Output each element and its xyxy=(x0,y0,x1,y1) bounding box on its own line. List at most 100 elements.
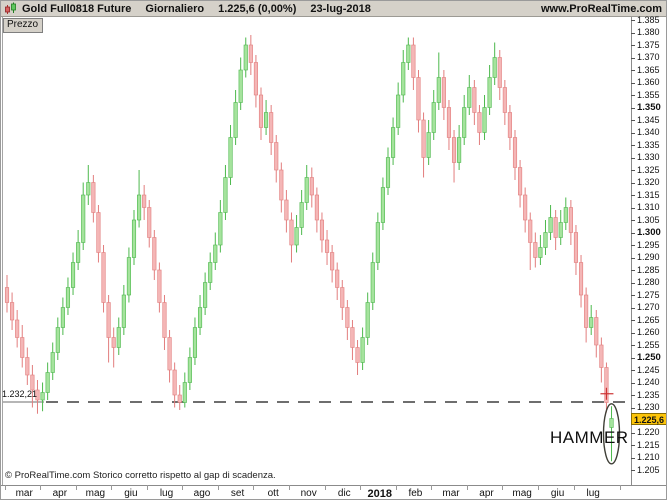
price-axis-tick xyxy=(631,295,635,296)
price-axis-tick xyxy=(631,320,635,321)
price-axis-label: 1.365 xyxy=(637,64,660,75)
candle-body xyxy=(233,102,238,138)
price-axis-tick xyxy=(631,307,635,309)
candle-body xyxy=(553,217,558,238)
price-axis-label: 1.345 xyxy=(637,114,660,125)
candle-body xyxy=(446,107,452,138)
month-label: mag xyxy=(85,488,106,499)
month-tick xyxy=(4,485,6,490)
candle-body xyxy=(309,177,314,196)
price-axis-tick xyxy=(631,370,635,371)
price-axis-tick xyxy=(631,195,635,196)
chart-area[interactable]: Prezzo 1.232,21 HAMMER © ProRealTime.com… xyxy=(1,15,667,500)
month-label: mar xyxy=(15,488,33,499)
candle-body xyxy=(507,112,512,138)
month-tick xyxy=(502,485,504,490)
candle-body xyxy=(502,87,507,113)
candle-body xyxy=(182,382,187,403)
month-tick xyxy=(537,485,539,490)
price-axis-tick xyxy=(631,207,635,209)
candle-body xyxy=(401,62,406,96)
candle-body xyxy=(192,327,198,358)
candle-body xyxy=(4,287,10,303)
price-axis-tick xyxy=(631,245,635,246)
candle-body xyxy=(177,394,182,403)
candle-body xyxy=(558,222,563,238)
candle-body xyxy=(314,194,319,221)
candle-body xyxy=(609,418,614,428)
candle-body xyxy=(573,232,579,263)
price-axis-tick xyxy=(631,232,635,234)
price-axis-label: 1.300 xyxy=(637,227,661,238)
price-axis-label: 1.275 xyxy=(637,289,660,300)
candle-body xyxy=(65,287,71,308)
price-axis-tick xyxy=(631,157,635,159)
candle-body xyxy=(396,94,401,128)
candle-body xyxy=(15,319,20,338)
candle-body xyxy=(594,317,599,346)
price-axis-label: 1.315 xyxy=(637,189,660,200)
price-axis-tick xyxy=(631,357,635,359)
candle-body xyxy=(406,44,411,63)
candle-body xyxy=(487,77,492,108)
candle-body xyxy=(55,327,60,353)
price-axis-label: 1.325 xyxy=(637,164,660,175)
price-axis-label: 1.220 xyxy=(637,427,660,437)
candle-body xyxy=(543,232,548,248)
plot-left-border xyxy=(2,17,3,485)
price-axis-label: 1.360 xyxy=(637,77,660,87)
candle-body xyxy=(457,137,462,163)
candle-body xyxy=(81,194,86,243)
candle-body xyxy=(40,392,45,401)
price-axis-label: 1.370 xyxy=(637,52,660,62)
candle-body xyxy=(492,57,497,78)
price-axis-label: 1.280 xyxy=(637,277,660,287)
month-tick xyxy=(146,485,148,490)
candle-body xyxy=(467,87,472,108)
candle-body xyxy=(578,262,584,296)
candle-body xyxy=(289,219,294,246)
price-axis-label: 1.340 xyxy=(637,127,660,137)
candle-body xyxy=(197,307,203,328)
candle-body xyxy=(167,337,172,371)
price-axis-label: 1.330 xyxy=(637,152,660,162)
price-axis-separator xyxy=(631,17,632,485)
candle-body xyxy=(360,337,365,363)
month-tick xyxy=(466,485,468,490)
price-axis-tick xyxy=(631,257,635,259)
hammer-annotation-text: HAMMER xyxy=(550,428,629,447)
month-tick xyxy=(253,485,255,490)
price-axis-tick xyxy=(631,457,635,459)
month-label: ago xyxy=(193,488,211,499)
price-axis-label: 1.210 xyxy=(637,452,660,462)
candle-body xyxy=(299,202,304,228)
candle-body xyxy=(370,262,375,303)
candle-body xyxy=(101,252,106,303)
candle-body xyxy=(10,302,15,321)
price-axis-tick xyxy=(631,345,635,346)
month-label: lug xyxy=(586,488,600,499)
candle-body xyxy=(25,357,30,376)
hammer-ellipse xyxy=(602,403,621,465)
candle-body xyxy=(518,167,523,196)
price-axis-tick xyxy=(631,470,635,471)
month-label: lug xyxy=(159,488,174,499)
tab-prezzo[interactable]: Prezzo xyxy=(3,18,44,33)
candle-body xyxy=(426,132,431,158)
candle-body xyxy=(208,262,213,283)
price-axis-tick xyxy=(631,382,635,384)
price-axis-tick xyxy=(631,182,635,184)
candle-body xyxy=(436,77,441,103)
month-label: giu xyxy=(550,488,565,499)
candle-body xyxy=(355,347,360,363)
price-axis-label: 1.355 xyxy=(637,89,660,100)
candle-body xyxy=(563,207,568,223)
site-url: www.ProRealTime.com xyxy=(540,2,662,15)
month-tick xyxy=(324,485,326,490)
price-axis-tick xyxy=(631,20,635,21)
price-axis-tick xyxy=(631,220,635,221)
candle-body xyxy=(213,244,218,263)
candlestick-plot[interactable] xyxy=(1,17,667,500)
price-axis-tick xyxy=(631,70,635,71)
